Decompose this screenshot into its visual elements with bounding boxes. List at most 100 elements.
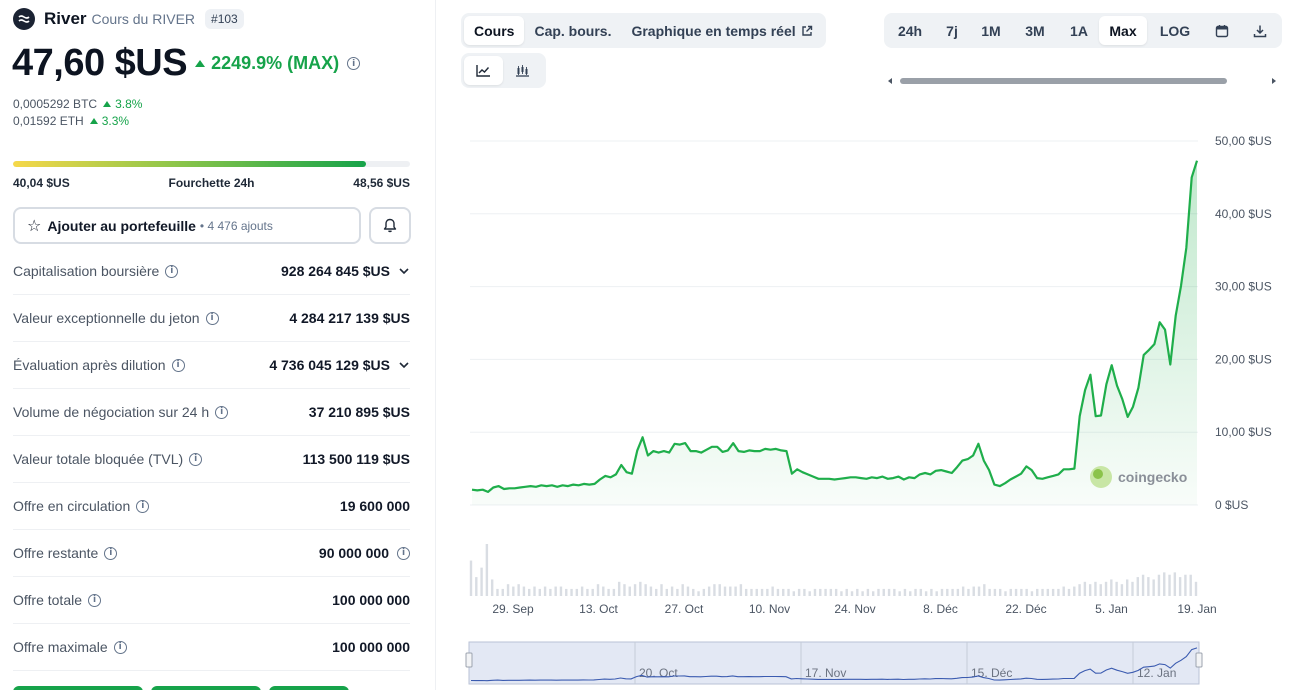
info-icon[interactable]: i: [113, 640, 127, 654]
volume-bar: [591, 588, 594, 596]
chevron-down-icon[interactable]: [398, 265, 410, 277]
tab-market-cap[interactable]: Cap. bours.: [534, 22, 612, 39]
triangle-up-icon: [103, 101, 112, 107]
line-chart-icon: [476, 65, 490, 77]
volume-bar: [1147, 577, 1150, 596]
info-icon[interactable]: i: [171, 358, 185, 372]
eth-price-row: 0,01592 ETH 3.3%: [13, 114, 129, 128]
volume-bar: [517, 584, 520, 596]
triangle-up-icon: [195, 60, 206, 67]
volume-bar: [972, 586, 975, 596]
volume-bar: [1083, 581, 1087, 596]
stat-label: Valeur totale bloquée (TVL) i: [13, 451, 203, 467]
stat-label: Capitalisation boursière i: [13, 263, 179, 279]
range-low: 40,04 $US: [13, 176, 70, 190]
info-icon[interactable]: i: [88, 593, 102, 607]
volume-bar: [977, 586, 981, 596]
calendar-button[interactable]: [1203, 16, 1241, 45]
add-to-portfolio-button[interactable]: ☆ Ajouter au portefeuille • 4 476 ajouts: [13, 207, 361, 244]
download-icon: [1253, 25, 1267, 37]
volume-bar: [813, 588, 817, 596]
volume-bar: [782, 588, 785, 596]
volume-bar: [480, 567, 483, 596]
volume-bar: [1094, 581, 1097, 596]
volume-bar: [501, 588, 504, 596]
log-scale-toggle[interactable]: LOG: [1159, 22, 1191, 39]
volume-bar: [697, 591, 700, 596]
range-7d[interactable]: 7j: [946, 22, 958, 39]
navigator-handle-left: [465, 652, 473, 668]
action-button[interactable]: [151, 686, 261, 690]
line-chart-button[interactable]: [464, 56, 503, 85]
range-1m[interactable]: 1M: [981, 22, 1001, 39]
range-24h[interactable]: 24h: [897, 22, 923, 39]
volume-bar: [1057, 588, 1060, 596]
volume-bar: [787, 588, 790, 596]
volume-bar: [829, 588, 833, 596]
scrollbar-thumb: [900, 78, 1227, 84]
volume-bar: [575, 588, 579, 596]
price-chart[interactable]: 50,00 $US 40,00 $US 30,00 $US 20,00 $US 10,0…: [465, 120, 1295, 690]
download-button[interactable]: [1241, 16, 1279, 45]
volume-bar: [882, 588, 885, 596]
volume-bar: [506, 584, 510, 596]
volume-bar: [1136, 577, 1139, 596]
y-tick-label: 20,00 $US: [1215, 352, 1272, 366]
tab-live-chart[interactable]: Graphique en temps réel: [621, 16, 822, 45]
eth-change: 3.3%: [89, 114, 130, 128]
info-icon[interactable]: i: [104, 546, 118, 560]
eth-change-value: 3.3%: [101, 114, 130, 128]
volume-bar: [692, 588, 695, 596]
price-alert-button[interactable]: [369, 207, 411, 244]
info-icon[interactable]: i: [347, 57, 361, 70]
volume-bar: [469, 560, 473, 596]
stat-label: Évaluation après dilution i: [13, 357, 185, 373]
coin-info-panel: River Cours du RIVER #103 47,60 $US 2249…: [0, 0, 436, 690]
volume-bar: [1051, 588, 1055, 596]
navigator-tick-label: 20. Oct: [639, 666, 678, 680]
range-3m[interactable]: 3M: [1025, 22, 1045, 39]
range-24h-labels: 40,04 $US Fourchette 24h 48,56 $US: [13, 176, 410, 190]
stat-label: Offre totale i: [13, 592, 102, 608]
x-tick-label: 27. Oct: [665, 602, 704, 616]
info-icon[interactable]: i: [189, 452, 203, 466]
volume-bar: [681, 584, 684, 596]
info-icon[interactable]: i: [136, 499, 150, 513]
volume-bar: [824, 588, 827, 596]
info-icon[interactable]: i: [397, 546, 410, 560]
range-1y[interactable]: 1A: [1070, 22, 1088, 39]
bell-icon: [383, 218, 397, 233]
price-line: [471, 160, 1199, 493]
range-max[interactable]: Max: [1099, 16, 1147, 45]
info-icon[interactable]: i: [205, 311, 219, 325]
y-tick-label: 50,00 $US: [1215, 134, 1272, 148]
volume-bar: [792, 591, 796, 596]
volume-bar: [533, 586, 536, 596]
volume-bar: [898, 591, 901, 596]
volume-bar: [1110, 579, 1113, 596]
info-icon[interactable]: i: [165, 264, 179, 278]
volume-bar: [967, 588, 970, 596]
volume-bar: [840, 591, 843, 596]
volume-bar: [1194, 581, 1198, 596]
volume-bar: [713, 584, 716, 596]
volume-bar: [633, 584, 637, 596]
y-tick-label: 0 $US: [1215, 498, 1248, 512]
stat-row: Volume de négociation sur 24 h i 37 210 89…: [13, 389, 410, 436]
range-high: 48,56 $US: [353, 176, 410, 190]
tab-price[interactable]: Cours: [464, 16, 525, 45]
x-tick-label: 24. Nov: [834, 602, 875, 616]
coin-name: River: [44, 9, 87, 28]
volume-bar: [522, 586, 526, 596]
info-icon[interactable]: i: [215, 405, 229, 419]
chevron-down-icon[interactable]: [398, 359, 410, 371]
star-icon: ☆: [27, 217, 42, 235]
action-button[interactable]: [269, 686, 349, 690]
range-24h-bar: [13, 161, 410, 167]
time-range-selector: 24h 7j 1M 3M 1A Max LOG: [884, 13, 1282, 48]
volume-bar: [554, 586, 557, 596]
action-button[interactable]: [13, 686, 143, 690]
candlestick-chart-button[interactable]: [503, 56, 542, 85]
range-scrollbar[interactable]: [886, 74, 1282, 88]
stat-label: Offre en circulation i: [13, 498, 150, 514]
